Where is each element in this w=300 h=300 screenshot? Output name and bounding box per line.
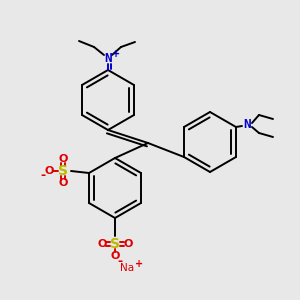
Text: O: O bbox=[123, 239, 133, 249]
Text: O: O bbox=[44, 166, 54, 176]
Text: O: O bbox=[58, 178, 68, 188]
Text: +: + bbox=[135, 259, 143, 269]
Text: O: O bbox=[58, 154, 68, 164]
Text: -: - bbox=[40, 169, 46, 182]
Text: S: S bbox=[58, 164, 68, 178]
Text: O: O bbox=[97, 239, 107, 249]
Text: S: S bbox=[110, 237, 120, 251]
Text: N: N bbox=[104, 52, 112, 65]
Text: O: O bbox=[110, 251, 120, 261]
Text: Na: Na bbox=[120, 263, 134, 273]
Text: -: - bbox=[117, 256, 123, 268]
Text: +: + bbox=[112, 49, 120, 59]
Text: N: N bbox=[243, 118, 251, 131]
